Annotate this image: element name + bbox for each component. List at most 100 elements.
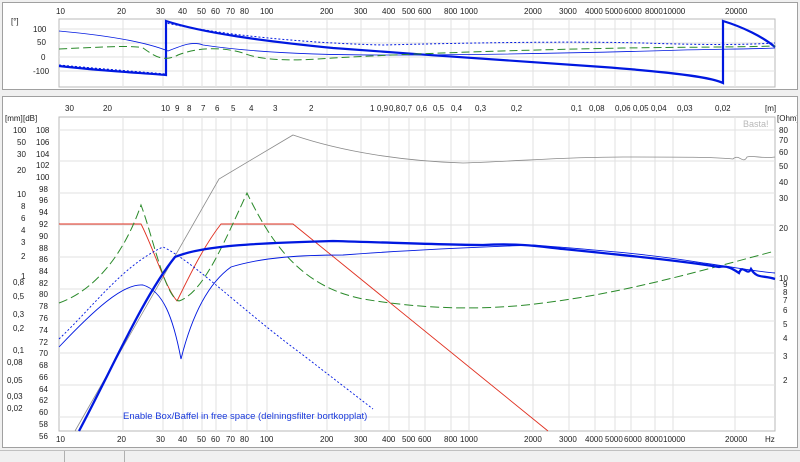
db-tick: 94	[39, 208, 48, 217]
spl-thin-curve	[58, 244, 776, 360]
freq-tick: 300	[354, 435, 368, 444]
excursion-tick: 4	[21, 226, 26, 235]
watermark: Basta!	[743, 119, 769, 129]
phase-y-tick: -100	[33, 67, 50, 76]
phase-freq-tick: 200	[320, 7, 334, 16]
db-tick: 84	[39, 267, 48, 276]
wavelength-tick: 0,08	[589, 104, 605, 113]
excursion-tick: 6	[21, 214, 26, 223]
excursion-tick: 0,5	[13, 292, 25, 301]
phase-freq-tick: 40	[178, 7, 187, 16]
phase-freq-tick: 6000	[624, 7, 642, 16]
wavelength-tick: 0,8	[389, 104, 401, 113]
phase-freq-ticks: 10 20 30 40 50 60 70 80 100 200 300 400 …	[56, 7, 748, 16]
wavelength-tick: 9	[175, 104, 180, 113]
phase-graph[interactable]: 10 20 30 40 50 60 70 80 100 200 300 400 …	[3, 3, 797, 89]
wavelength-tick: 10	[161, 104, 170, 113]
wavelength-tick: 3	[273, 104, 278, 113]
db-tick: 62	[39, 396, 48, 405]
db-tick: 58	[39, 420, 48, 429]
db-tick: 70	[39, 349, 48, 358]
db-tick: 90	[39, 232, 48, 241]
freq-tick: 6000	[624, 435, 642, 444]
wavelength-tick: 2	[309, 104, 314, 113]
db-axis: [dB] 108 106 104 102 100 98 96 94 92 90 …	[23, 114, 50, 441]
freq-tick: 30	[156, 435, 165, 444]
db-tick: 56	[39, 432, 48, 441]
status-segment	[0, 451, 65, 462]
phase-freq-tick: 80	[240, 7, 249, 16]
wavelength-tick: 0,3	[475, 104, 487, 113]
freq-tick: 8000	[645, 435, 663, 444]
db-tick: 72	[39, 338, 48, 347]
excursion-tick: 0,1	[13, 346, 25, 355]
db-tick: 92	[39, 220, 48, 229]
freq-tick: 4000	[585, 435, 603, 444]
ohm-tick: 10	[779, 274, 788, 283]
wavelength-tick: 0,02	[715, 104, 731, 113]
ohm-tick: 2	[783, 376, 788, 385]
phase-y-tick: 100	[33, 25, 47, 34]
db-tick: 104	[36, 150, 50, 159]
ohm-tick: 80	[779, 126, 788, 135]
phase-freq-tick: 800	[444, 7, 458, 16]
excursion-tick: 50	[17, 138, 26, 147]
excursion-tick: 10	[17, 190, 26, 199]
excursion-tick: 0,02	[7, 404, 23, 413]
ohm-unit: [Ohm]	[777, 114, 797, 123]
wavelength-tick: 7	[201, 104, 206, 113]
phase-unit-label: [°]	[11, 17, 19, 26]
phase-freq-tick: 3000	[559, 7, 577, 16]
freq-tick: 40	[178, 435, 187, 444]
ohm-tick: 7	[783, 296, 788, 305]
freq-tick: 20000	[725, 435, 748, 444]
excursion-tick: 0,05	[7, 376, 23, 385]
impedance-axis: [Ohm] 80 70 60 50 40 30 20 10 9 8 7 6 5 …	[777, 114, 797, 385]
main-panel[interactable]: [mm] 30 20 10 9 8 7 6 5 4 3 2 1 0,9 0,8 …	[2, 96, 798, 448]
db-tick: 64	[39, 385, 48, 394]
wavelength-tick: 0,04	[651, 104, 667, 113]
wavelength-tick: 6	[215, 104, 220, 113]
excursion-tick: 0,2	[13, 324, 25, 333]
excursion-tick: 0,8	[13, 278, 25, 287]
db-tick: 102	[36, 161, 50, 170]
phase-freq-tick: 70	[226, 7, 235, 16]
wavelength-axis: [mm] 30 20 10 9 8 7 6 5 4 3 2 1 0,9 0,8 …	[5, 104, 776, 123]
phase-freq-tick: 20000	[725, 7, 748, 16]
excursion-tick: 100	[13, 126, 27, 135]
status-segment	[124, 451, 800, 462]
ohm-tick: 6	[783, 306, 788, 315]
freq-tick: 100	[260, 435, 274, 444]
excursion-tick: 0,3	[13, 310, 25, 319]
wavelength-tick: 0,5	[433, 104, 445, 113]
db-tick: 98	[39, 185, 48, 194]
spl-grid	[59, 117, 775, 431]
ohm-tick: 9	[783, 280, 788, 289]
phase-freq-tick: 10000	[663, 7, 686, 16]
freq-tick: 2000	[524, 435, 542, 444]
db-tick: 88	[39, 244, 48, 253]
status-bar	[0, 450, 800, 462]
phase-freq-tick: 600	[418, 7, 432, 16]
freq-tick: 5000	[605, 435, 623, 444]
phase-freq-tick: 300	[354, 7, 368, 16]
phase-panel[interactable]: 10 20 30 40 50 60 70 80 100 200 300 400 …	[2, 2, 798, 90]
db-unit: [dB]	[23, 114, 37, 123]
phase-freq-tick: 2000	[524, 7, 542, 16]
phase-freq-tick: 100	[260, 7, 274, 16]
freq-tick: 1000	[460, 435, 478, 444]
wavelength-tick: 4	[249, 104, 254, 113]
db-tick: 76	[39, 314, 48, 323]
freq-tick: 60	[211, 435, 220, 444]
freq-unit: Hz	[765, 435, 775, 444]
db-tick: 80	[39, 290, 48, 299]
db-tick: 100	[36, 173, 50, 182]
wavelength-tick: 0,4	[451, 104, 463, 113]
wavelength-tick: 0,05	[633, 104, 649, 113]
impedance-curve	[58, 191, 776, 309]
spl-graph[interactable]: [mm] 30 20 10 9 8 7 6 5 4 3 2 1 0,9 0,8 …	[3, 97, 797, 447]
phase-freq-tick: 20	[117, 7, 126, 16]
wavelength-tick: 30	[65, 104, 74, 113]
db-tick: 86	[39, 255, 48, 264]
excursion-axis: 100 50 30 20 10 8 6 4 3 2 1 0,8 0,5 0,3 …	[7, 126, 27, 413]
